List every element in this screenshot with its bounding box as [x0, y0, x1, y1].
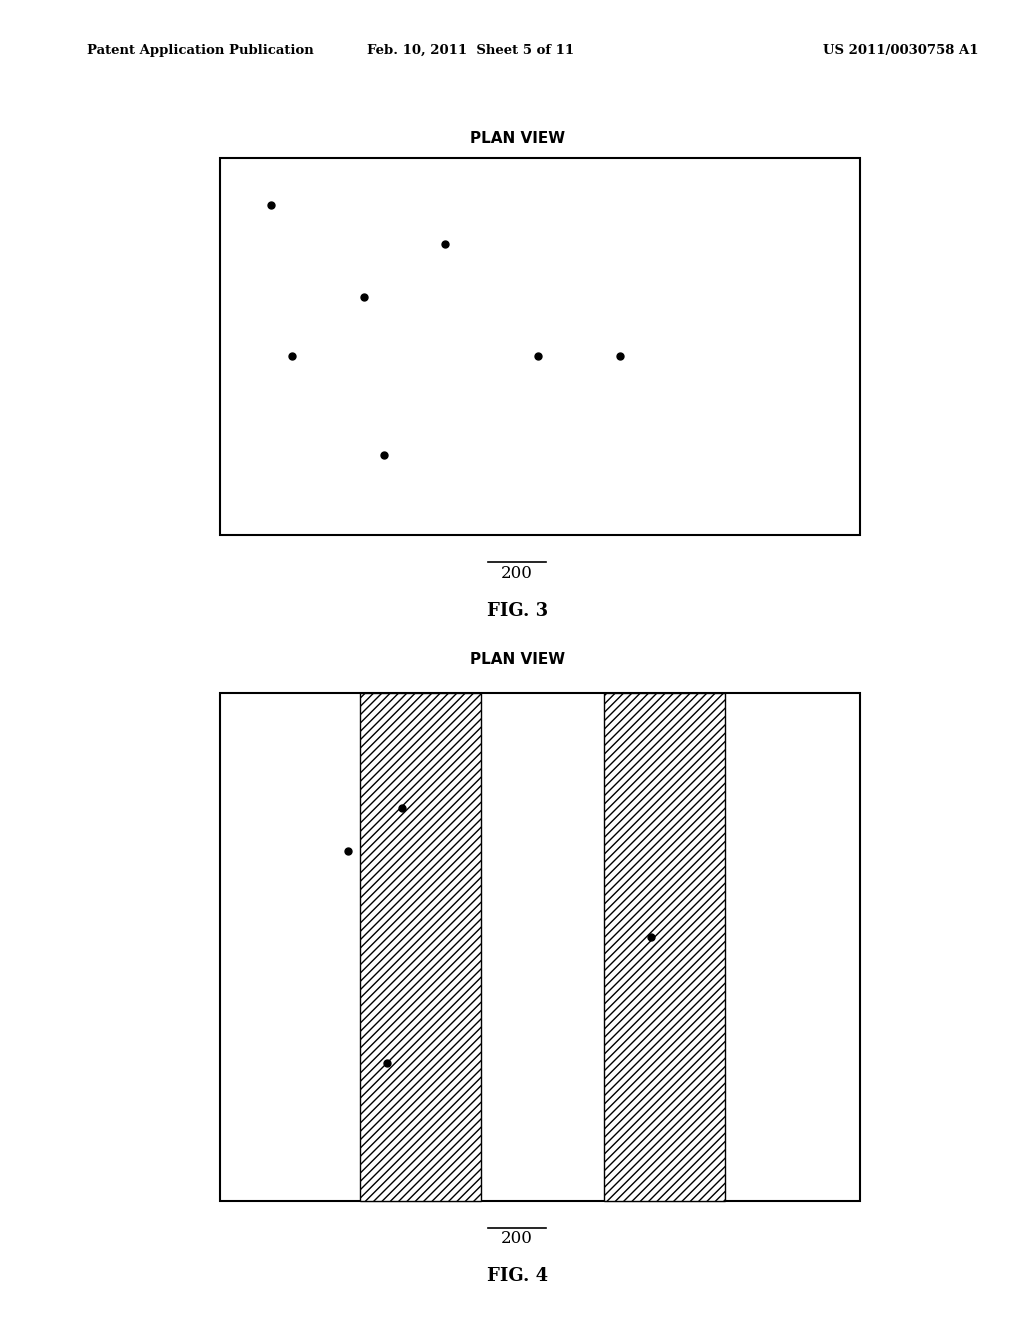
Text: Patent Application Publication: Patent Application Publication: [87, 44, 313, 57]
Text: FIG. 3: FIG. 3: [486, 602, 548, 620]
Text: PLAN VIEW: PLAN VIEW: [470, 131, 564, 147]
Bar: [220, 158, 860, 535]
Text: FIG. 4: FIG. 4: [486, 1267, 548, 1286]
Bar: [220, 693, 860, 1201]
Text: US 2011/0030758 A1: US 2011/0030758 A1: [823, 44, 979, 57]
Bar: [360, 693, 481, 1201]
Text: Feb. 10, 2011  Sheet 5 of 11: Feb. 10, 2011 Sheet 5 of 11: [368, 44, 574, 57]
Bar: [604, 693, 725, 1201]
Text: 200: 200: [501, 565, 534, 582]
Text: 200: 200: [501, 1230, 534, 1247]
Text: PLAN VIEW: PLAN VIEW: [470, 652, 564, 668]
